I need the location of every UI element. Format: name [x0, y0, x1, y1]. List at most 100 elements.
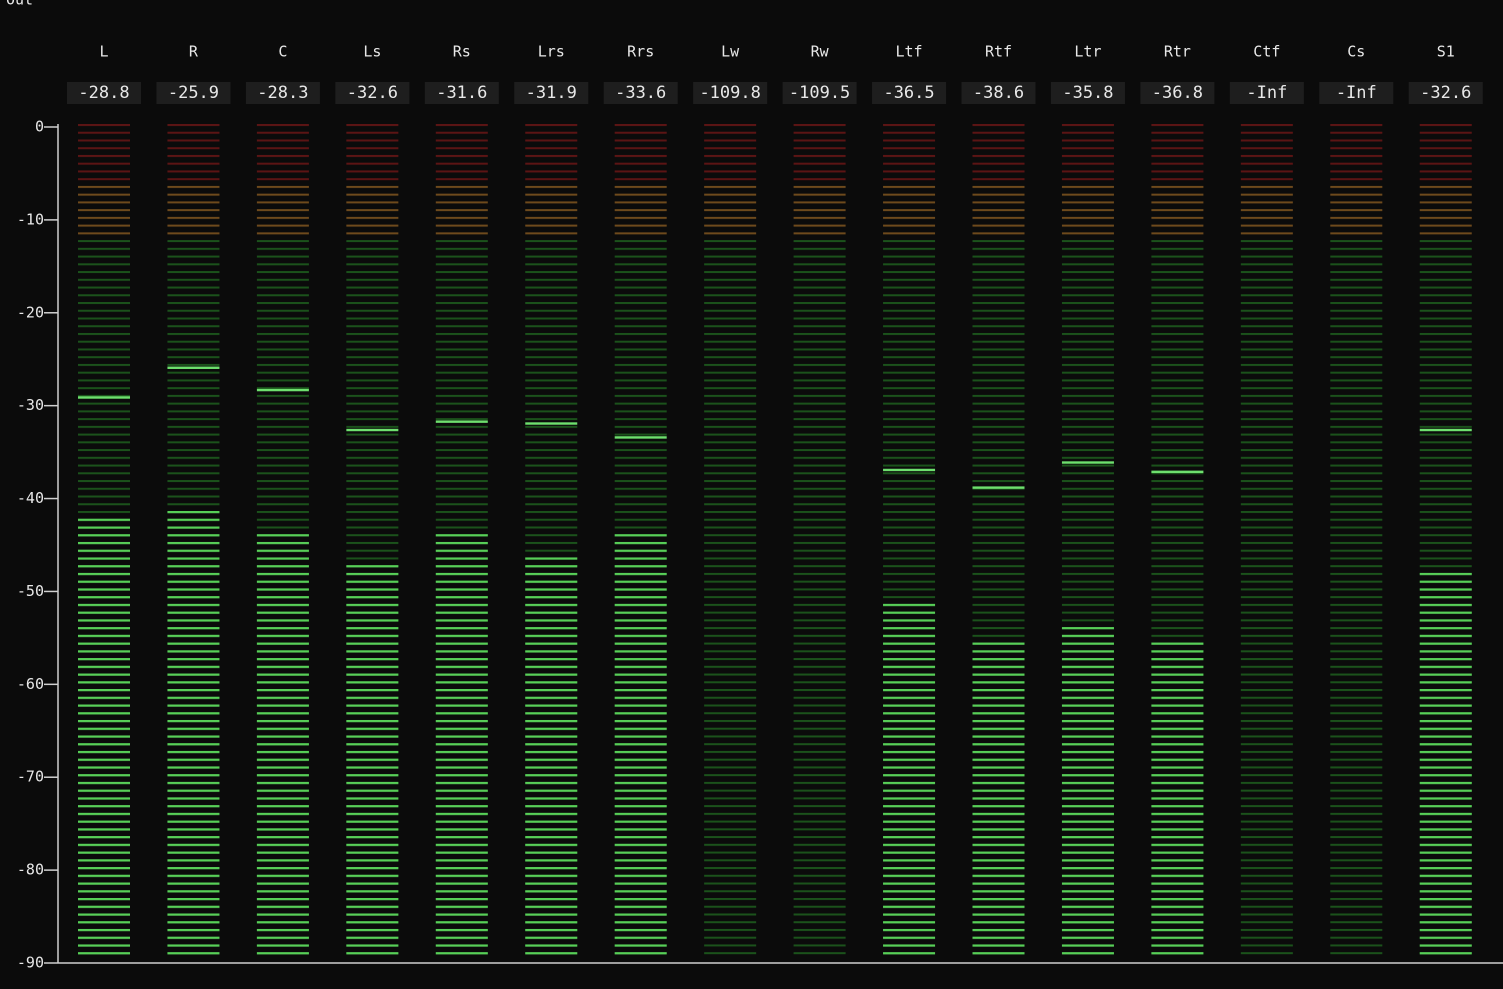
peak-hold	[1151, 470, 1204, 474]
peak-hold	[525, 422, 578, 425]
peak-hold	[346, 428, 399, 432]
tick-label: -40	[17, 489, 44, 507]
channel-name: Lrs	[538, 43, 565, 61]
peak-readout: -31.6	[436, 83, 487, 103]
peak-hold	[167, 366, 220, 369]
meter-orange	[972, 182, 1025, 239]
peak-readout: -28.3	[257, 83, 308, 103]
tick-label: -30	[17, 396, 44, 414]
meter-level	[435, 532, 488, 959]
peak-box	[335, 82, 410, 104]
channel-name: Rtf	[985, 43, 1012, 61]
meter-orange	[78, 182, 130, 239]
tick-label: -90	[17, 954, 44, 972]
meter-red	[167, 123, 220, 183]
meter-level	[78, 517, 130, 959]
meter-red	[256, 123, 309, 183]
meter-green	[704, 238, 757, 959]
channel-name: Ltf	[896, 43, 923, 61]
tick-label: -80	[17, 861, 44, 879]
meter-red	[883, 123, 936, 183]
meter-green	[1240, 238, 1293, 959]
tick-label: -10	[17, 210, 44, 228]
peak-readout: -32.6	[1420, 83, 1471, 103]
peak-readout: -Inf	[1246, 83, 1287, 103]
meter-red	[1240, 123, 1293, 183]
peak-box	[693, 82, 768, 104]
peak-readout: -35.8	[1062, 83, 1113, 103]
meter-red	[972, 123, 1025, 183]
meter-orange	[256, 182, 309, 239]
meter-level	[1061, 626, 1114, 959]
meter-level	[1151, 641, 1204, 959]
meter-red	[1061, 123, 1114, 183]
peak-readout: -38.6	[973, 83, 1024, 103]
peak-readout: -36.8	[1152, 83, 1203, 103]
peak-readout: -25.9	[168, 83, 219, 103]
peak-hold	[883, 468, 936, 472]
peak-readout: -28.8	[78, 83, 129, 103]
channel-name: Lw	[721, 43, 740, 61]
meter-red	[793, 123, 846, 183]
peak-hold	[1061, 461, 1114, 464]
channel-name: Ctf	[1253, 43, 1280, 61]
meter-red	[435, 123, 488, 183]
peak-box	[67, 82, 141, 104]
meter-red	[1330, 123, 1383, 183]
meter-red	[704, 123, 757, 183]
meter-orange	[614, 182, 667, 239]
meter-level	[346, 563, 399, 959]
meter-orange	[883, 182, 936, 239]
meter-level	[972, 641, 1025, 959]
peak-box	[1050, 82, 1125, 104]
peak-hold	[256, 388, 309, 392]
channel-name: Rw	[811, 43, 830, 61]
peak-box	[514, 82, 589, 104]
peak-hold	[1419, 428, 1472, 432]
meter-green	[793, 238, 846, 959]
meter-red	[346, 123, 399, 183]
tick-label: 0	[35, 118, 44, 136]
peak-box	[156, 82, 231, 104]
peak-box	[245, 82, 320, 104]
meter-level	[525, 555, 578, 959]
peak-readout: -Inf	[1336, 83, 1377, 103]
peak-readout: -109.8	[699, 83, 760, 103]
meter-red	[1419, 123, 1472, 183]
peak-readout: -109.5	[789, 83, 850, 103]
meter-orange	[1061, 182, 1114, 239]
tick-label: -50	[17, 582, 44, 600]
meter-orange	[346, 182, 399, 239]
meter-red	[614, 123, 667, 183]
meter-level	[883, 602, 936, 959]
peak-box	[1229, 82, 1304, 104]
peak-box	[1319, 82, 1394, 104]
peak-box	[1408, 82, 1483, 104]
peak-box	[603, 82, 678, 104]
channel-name: Ltr	[1074, 43, 1101, 61]
peak-readout: -33.6	[615, 83, 666, 103]
meter-red	[1151, 123, 1204, 183]
peak-hold	[435, 420, 488, 423]
channel-name: R	[189, 43, 199, 61]
channel-name: Cs	[1347, 43, 1365, 61]
peak-hold	[972, 486, 1025, 489]
channel-name: S1	[1437, 43, 1455, 61]
panel-title: Out	[6, 0, 33, 9]
peak-hold	[614, 436, 667, 439]
channel-name: C	[278, 43, 287, 61]
meter-red	[525, 123, 578, 183]
peak-box	[1140, 82, 1215, 104]
peak-box	[782, 82, 857, 104]
meter-level	[167, 507, 220, 959]
peak-hold	[78, 396, 130, 399]
tick-label: -20	[17, 303, 44, 321]
channel-name: L	[99, 43, 108, 61]
meter-orange	[435, 182, 488, 239]
meter-orange	[525, 182, 578, 239]
peak-box	[872, 82, 947, 104]
meter-orange	[1151, 182, 1204, 239]
meter-level	[256, 532, 309, 959]
peak-box	[424, 82, 499, 104]
